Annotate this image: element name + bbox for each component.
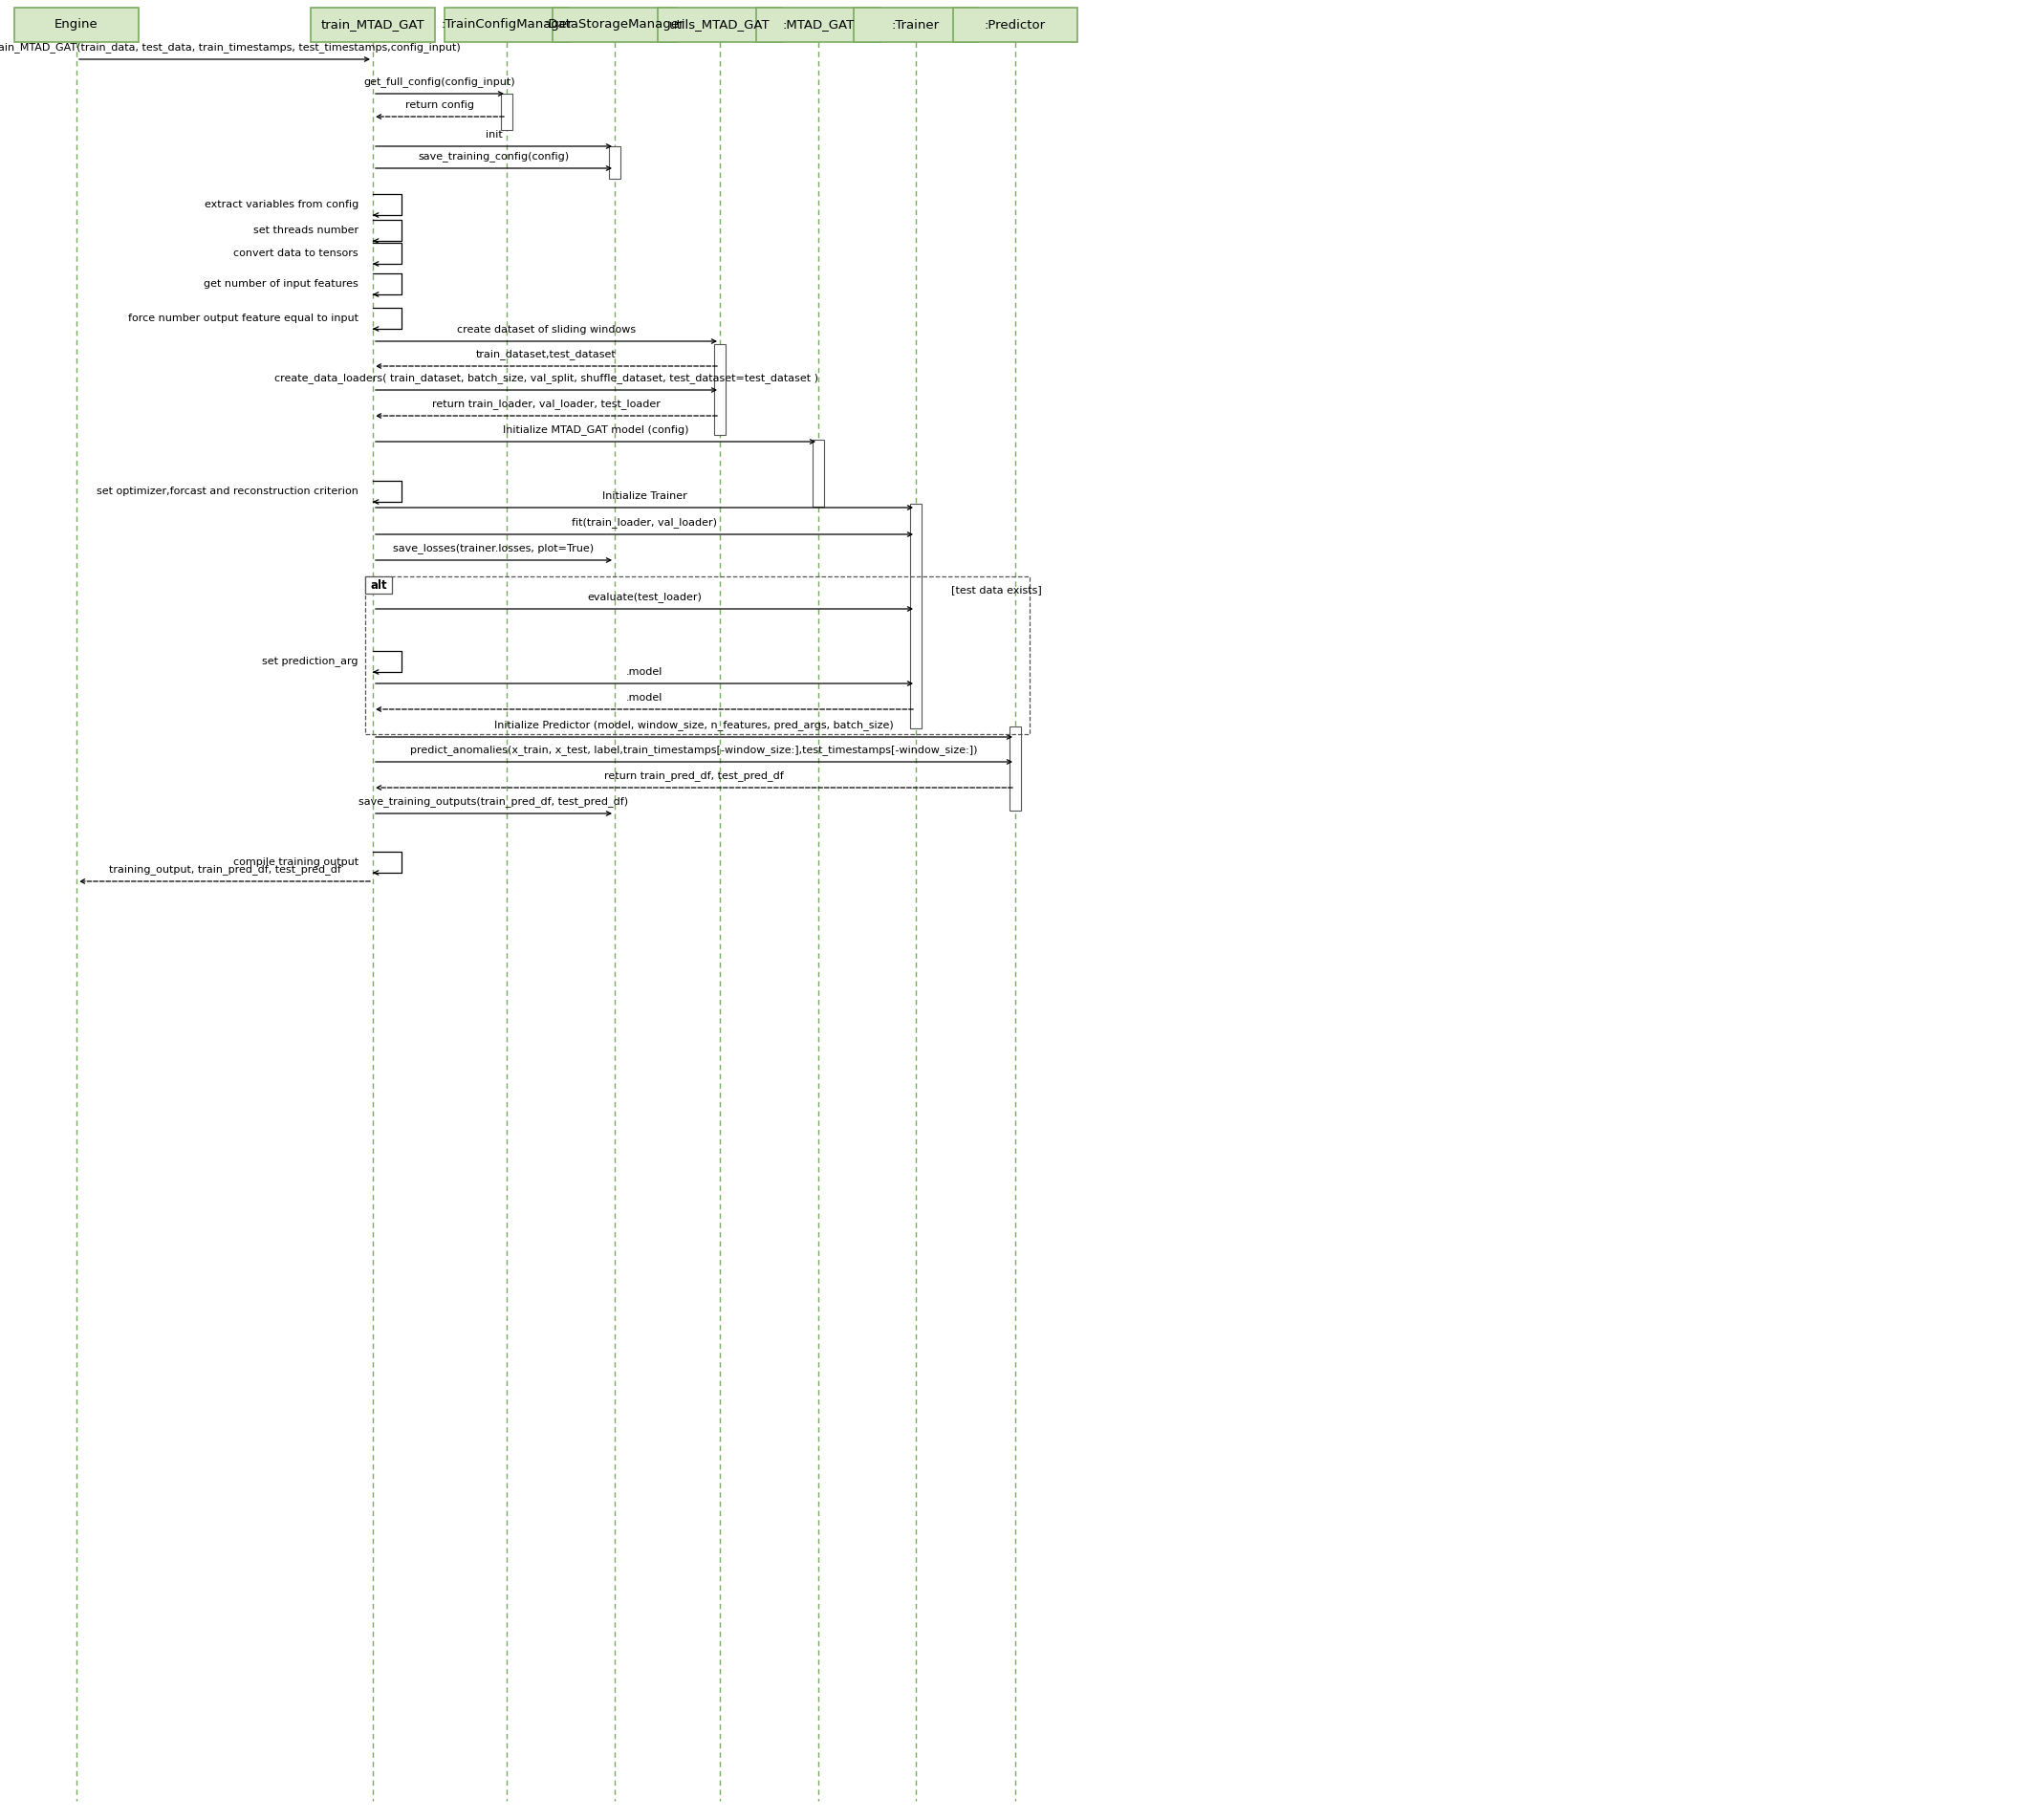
Bar [755, 7, 880, 42]
Text: evaluate(test_loader): evaluate(test_loader) [588, 592, 702, 602]
Text: :Predictor: :Predictor [984, 18, 1045, 31]
Text: get_full_config(config_input): get_full_config(config_input) [363, 76, 516, 87]
Text: .model: .model [627, 693, 663, 703]
Text: train_MTAD_GAT: train_MTAD_GAT [320, 18, 425, 31]
Text: training_output, train_pred_df, test_pred_df: training_output, train_pred_df, test_pre… [108, 864, 341, 875]
Text: Engine: Engine [55, 18, 98, 31]
Text: utils_MTAD_GAT: utils_MTAD_GAT [669, 18, 769, 31]
Text: create_data_loaders( train_dataset, batch_size, val_split, shuffle_dataset, test: create_data_loaders( train_dataset, batc… [273, 373, 818, 384]
Text: train_dataset,test_dataset: train_dataset,test_dataset [476, 349, 616, 359]
Text: :MTAD_GAT: :MTAD_GAT [782, 18, 855, 31]
Text: :Trainer: :Trainer [892, 18, 939, 31]
Text: Initialize Trainer: Initialize Trainer [602, 491, 686, 501]
Bar [1010, 726, 1020, 810]
Text: init: init [486, 129, 502, 140]
Text: convert data to tensors: convert data to tensors [233, 249, 359, 258]
Text: return train_pred_df, test_pred_df: return train_pred_df, test_pred_df [604, 770, 784, 781]
Text: save_training_config(config): save_training_config(config) [418, 151, 569, 162]
Text: compile training output: compile training output [233, 857, 359, 866]
Text: :DataStorageManager: :DataStorageManager [545, 18, 684, 31]
Text: extract variables from config: extract variables from config [204, 200, 359, 209]
Text: [test data exists]: [test data exists] [951, 584, 1041, 595]
Bar [445, 7, 569, 42]
Bar [553, 7, 678, 42]
Text: :TrainConfigManager: :TrainConfigManager [441, 18, 571, 31]
Text: return config: return config [406, 100, 474, 109]
Text: create dataset of sliding windows: create dataset of sliding windows [457, 326, 637, 335]
Text: fit(train_loader, val_loader): fit(train_loader, val_loader) [571, 517, 716, 528]
Text: force number output feature equal to input: force number output feature equal to inp… [129, 313, 359, 324]
Text: train_MTAD_GAT(train_data, test_data, train_timestamps, test_timestamps,config_i: train_MTAD_GAT(train_data, test_data, tr… [0, 42, 459, 53]
Text: return train_loader, val_loader, test_loader: return train_loader, val_loader, test_lo… [433, 399, 661, 410]
Text: set prediction_arg: set prediction_arg [263, 657, 359, 666]
Bar [910, 504, 923, 728]
Bar [500, 93, 512, 129]
Bar [310, 7, 435, 42]
Bar [14, 7, 139, 42]
Bar [953, 7, 1078, 42]
Text: Initialize MTAD_GAT model (config): Initialize MTAD_GAT model (config) [502, 424, 688, 435]
Bar [853, 7, 978, 42]
Bar [608, 146, 620, 178]
Text: save_training_outputs(train_pred_df, test_pred_df): save_training_outputs(train_pred_df, tes… [359, 797, 629, 806]
Bar [657, 7, 782, 42]
Bar [365, 577, 1029, 733]
Text: set threads number: set threads number [253, 226, 359, 235]
Text: alt: alt [369, 579, 388, 592]
Text: save_losses(trainer.losses, plot=True): save_losses(trainer.losses, plot=True) [394, 542, 594, 553]
Text: set optimizer,forcast and reconstruction criterion: set optimizer,forcast and reconstruction… [96, 486, 359, 497]
Bar [365, 577, 392, 593]
Text: predict_anomalies(x_train, x_test, label,train_timestamps[-window_size:],test_ti: predict_anomalies(x_train, x_test, label… [410, 744, 978, 755]
Text: .model: .model [627, 668, 663, 677]
Text: Initialize Predictor (model, window_size, n_features, pred_args, batch_size): Initialize Predictor (model, window_size… [494, 721, 894, 730]
Text: get number of input features: get number of input features [204, 278, 359, 289]
Bar [714, 344, 727, 435]
Bar [812, 440, 825, 506]
